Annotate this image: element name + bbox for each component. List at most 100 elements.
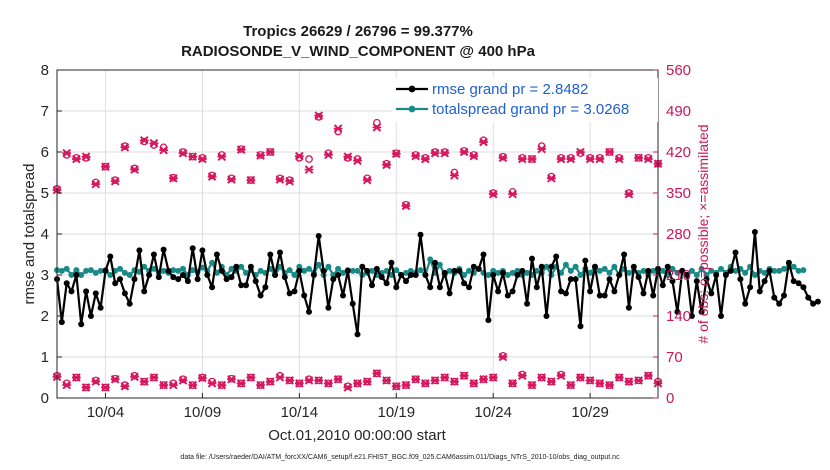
- obs-possible-marker: [179, 148, 187, 156]
- totalspread-point: [97, 267, 104, 274]
- totalspread-point: [243, 269, 249, 276]
- totalspread-point: [703, 272, 710, 278]
- obs-assimilated-marker: [469, 379, 479, 388]
- rmse-point: [306, 308, 312, 315]
- obs-possible-marker: [62, 379, 71, 388]
- obs-assimilated-marker: [391, 149, 401, 159]
- obs-possible-marker: [499, 351, 507, 360]
- obs-possible-marker: [615, 154, 624, 162]
- rmse-point: [218, 267, 225, 274]
- rmse-point: [257, 292, 264, 299]
- totalspread-point: [427, 256, 434, 263]
- totalspread-point: [83, 267, 90, 274]
- obs-assimilated-marker: [91, 179, 101, 189]
- rmse-point: [204, 272, 211, 278]
- rmse-point: [630, 263, 637, 270]
- rmse-point: [369, 282, 375, 289]
- totalspread-point: [78, 272, 85, 278]
- obs-assimilated-marker: [517, 371, 527, 381]
- rmse-point: [146, 272, 153, 278]
- obs-assimilated-marker: [139, 135, 149, 145]
- obs-assimilated-marker: [81, 383, 91, 392]
- rmse-point: [335, 272, 342, 278]
- y-left-tick-label: 3: [41, 267, 49, 284]
- rmse-point: [504, 292, 511, 299]
- legend-box: [392, 78, 658, 122]
- rmse-point: [160, 246, 167, 253]
- y-left-tick-label: 1: [41, 349, 49, 366]
- rmse-point: [432, 259, 438, 266]
- totalspread-point: [485, 272, 492, 278]
- rmse-point: [582, 257, 589, 264]
- y-left-tick-label: 6: [41, 144, 49, 161]
- rmse-point: [747, 284, 754, 291]
- obs-assimilated-marker: [391, 381, 401, 391]
- obs-assimilated-marker: [566, 380, 576, 390]
- rmse-point: [233, 263, 240, 270]
- totalspread-point: [354, 267, 361, 274]
- obs-possible-marker: [576, 149, 585, 158]
- obs-assimilated-marker: [178, 148, 188, 158]
- obs-assimilated-marker: [168, 380, 178, 390]
- legend-totalspread-marker: [408, 105, 416, 113]
- totalspread-point: [369, 267, 375, 274]
- totalspread-point: [417, 267, 424, 274]
- y-right-tick-label: 490: [666, 103, 691, 120]
- obs-assimilated-marker: [556, 371, 566, 381]
- totalspread-point: [286, 267, 293, 274]
- rmse-point: [73, 272, 80, 278]
- rmse-point: [814, 298, 821, 305]
- obs-assimilated-marker: [236, 145, 246, 154]
- obs-assimilated-marker: [265, 377, 275, 386]
- obs-assimilated-marker: [585, 154, 595, 164]
- rmse-point: [189, 245, 196, 252]
- rmse-point: [737, 276, 744, 283]
- rmse-point: [553, 253, 560, 260]
- rmse-point: [635, 274, 642, 281]
- obs-assimilated-marker: [294, 379, 304, 388]
- rmse-point: [732, 249, 739, 256]
- totalspread-point: [674, 269, 681, 276]
- totalspread-point: [466, 267, 472, 274]
- rmse-point: [800, 284, 807, 291]
- totalspread-point: [291, 272, 298, 278]
- obs-assimilated-marker: [246, 175, 256, 185]
- totalspread-point: [718, 265, 724, 272]
- rmse-point: [403, 278, 409, 285]
- obs-assimilated-marker: [537, 144, 547, 154]
- totalspread-point: [732, 267, 739, 274]
- y-axis-left-label: rmse and totalspread: [21, 164, 38, 305]
- rmse-point: [97, 304, 104, 311]
- rmse-point: [213, 251, 220, 258]
- rmse-point: [795, 280, 802, 287]
- totalspread-point: [781, 265, 787, 272]
- rmse-point: [320, 267, 327, 274]
- rmse-point: [805, 294, 812, 301]
- obs-assimilated-marker: [401, 380, 411, 390]
- obs-possible-marker: [91, 376, 100, 385]
- rmse-point: [475, 265, 482, 272]
- totalspread-point: [587, 269, 594, 276]
- rmse-point: [194, 276, 201, 283]
- totalspread-point: [800, 267, 807, 274]
- rmse-point: [262, 284, 269, 291]
- rmse-point: [102, 267, 109, 274]
- x-tick-label: 10/24: [474, 404, 512, 421]
- obs-assimilated-marker: [314, 111, 324, 120]
- obs-possible-marker: [411, 151, 420, 159]
- totalspread-point: [150, 265, 157, 272]
- totalspread-point: [296, 263, 303, 270]
- rmse-point: [359, 263, 366, 270]
- obs-possible-marker: [343, 382, 352, 391]
- legend-rmse-label: rmse grand pr = 2.8482: [432, 81, 588, 98]
- obs-assimilated-marker: [71, 154, 81, 164]
- rmse-point: [562, 290, 569, 297]
- y-left-tick-label: 2: [41, 308, 49, 325]
- rmse-point: [776, 300, 783, 307]
- rmse-point: [572, 276, 579, 283]
- obs-assimilated-marker: [324, 150, 333, 160]
- totalspread-point: [436, 261, 443, 268]
- rmse-point: [412, 272, 419, 278]
- rmse-point: [155, 274, 162, 281]
- obs-possible-marker: [402, 200, 410, 209]
